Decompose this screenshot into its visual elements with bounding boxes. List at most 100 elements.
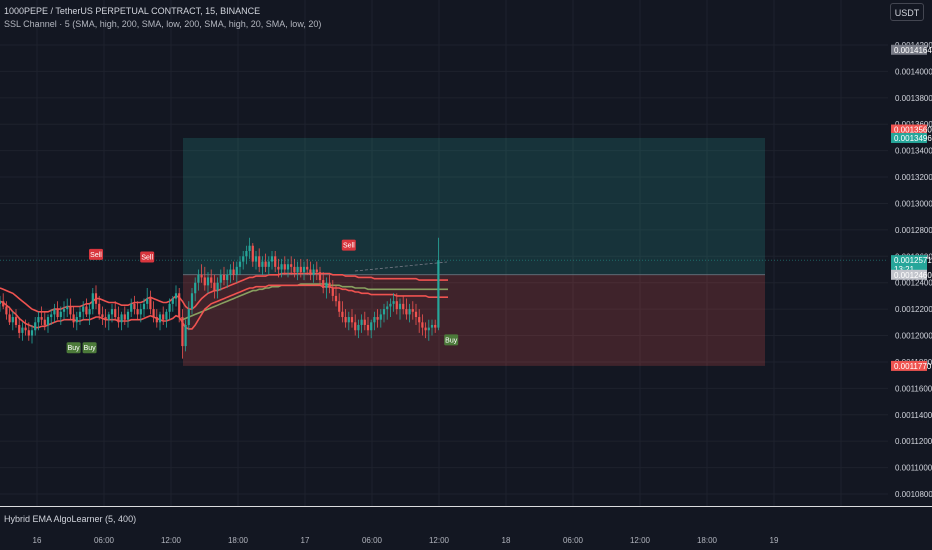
candle-body xyxy=(130,303,133,312)
candle-body xyxy=(107,314,110,320)
candle-body xyxy=(98,303,101,315)
candle-body xyxy=(133,303,136,310)
candle-body xyxy=(34,322,37,331)
candle-body xyxy=(139,309,142,315)
candle-body xyxy=(283,264,286,270)
candle-body xyxy=(88,309,91,315)
time-tick-label: 18 xyxy=(502,536,511,545)
price-tag-label: 0.0011770 xyxy=(894,362,932,371)
price-tick-label: 0.0012400 xyxy=(895,279,932,288)
candle-body xyxy=(299,266,302,273)
candle-body xyxy=(0,301,2,304)
candle-body xyxy=(235,266,238,275)
candle-body xyxy=(350,317,354,323)
candle-body xyxy=(312,269,315,275)
candle-body xyxy=(392,301,395,304)
candle-body xyxy=(206,277,210,286)
candle-body xyxy=(341,311,344,318)
candle-body xyxy=(376,317,379,320)
candle-body xyxy=(66,306,69,310)
candle-body xyxy=(286,264,290,270)
price-tick-label: 0.0013000 xyxy=(895,199,932,208)
time-tick-label: 17 xyxy=(301,536,310,545)
candle-body xyxy=(258,256,261,267)
candle-body xyxy=(357,324,360,331)
candle-body xyxy=(251,245,254,262)
currency-button[interactable]: USDT xyxy=(890,3,924,21)
candle-body xyxy=(434,324,437,328)
candle-body xyxy=(245,251,248,257)
candle-body xyxy=(155,317,158,323)
candle-body xyxy=(424,327,427,331)
price-tick-label: 0.0013800 xyxy=(895,94,932,103)
signal-label: Sell xyxy=(90,252,102,259)
candle-body xyxy=(82,306,85,312)
candle-body xyxy=(72,314,75,323)
position-tool[interactable] xyxy=(0,137,888,366)
candle-body xyxy=(174,293,178,299)
price-tag xyxy=(891,44,927,55)
candle-body xyxy=(40,317,43,320)
price-tick-label: 0.0013400 xyxy=(895,147,932,156)
candle-body xyxy=(149,298,152,310)
candle-body xyxy=(104,317,107,320)
candle-body xyxy=(293,266,296,273)
stop-zone xyxy=(183,274,765,366)
indicator-legend[interactable]: SSL Channel · 5 (SMA, high, 200, SMA, lo… xyxy=(4,19,322,29)
candle-body xyxy=(136,309,139,315)
candle-body xyxy=(200,274,203,278)
pane-separator[interactable] xyxy=(0,506,932,507)
candle-body xyxy=(254,256,258,262)
price-tick-label: 0.0012000 xyxy=(895,332,932,341)
candle-body xyxy=(62,309,66,312)
buy-signal xyxy=(444,334,459,346)
price-tick-label: 0.0014000 xyxy=(895,67,932,76)
candle-body xyxy=(360,319,363,325)
candle-body xyxy=(229,269,232,275)
sell-signal xyxy=(341,239,356,251)
candle-body xyxy=(43,319,46,325)
candle-body xyxy=(363,319,366,325)
projection-line xyxy=(354,261,448,272)
candle-body xyxy=(309,269,312,275)
candle-body xyxy=(110,309,114,315)
price-tag-label: 0.0014164 xyxy=(894,46,932,55)
sell-signal xyxy=(89,248,103,260)
candle-body xyxy=(142,303,146,310)
candle-body xyxy=(75,317,78,323)
signal-label: Buy xyxy=(445,337,458,344)
candles xyxy=(0,237,440,359)
time-tick-label: 18:00 xyxy=(697,536,718,545)
lower-pane-label[interactable]: Hybrid EMA AlgoLearner (5, 400) xyxy=(4,514,137,524)
candle-body xyxy=(126,311,130,320)
candle-body xyxy=(14,317,18,325)
price-tag xyxy=(891,132,927,143)
candle-body xyxy=(318,272,322,281)
ssl-fast-upper-line xyxy=(0,272,448,313)
candle-body xyxy=(11,317,14,323)
time-tick-label: 19 xyxy=(770,536,779,545)
candle-body xyxy=(5,306,8,315)
candle-body xyxy=(187,309,190,325)
price-tag-label: 0.0012571 xyxy=(894,256,932,265)
candle-body xyxy=(181,317,184,347)
candle-body xyxy=(437,260,440,328)
symbol-title[interactable]: 1000PEPE / TetherUS PERPETUAL CONTRACT, … xyxy=(4,6,261,16)
candle-body xyxy=(165,311,168,320)
price-tick-label: 0.0011200 xyxy=(895,437,932,446)
price-tag xyxy=(891,269,927,280)
candle-body xyxy=(162,314,165,320)
candle-body xyxy=(411,309,414,312)
candle-body xyxy=(325,282,328,288)
candle-body xyxy=(306,266,309,270)
candle-body xyxy=(395,301,398,310)
time-axis[interactable]: 16 06:00 12:00 18:00 17 06:00 12:00 18 06:00 12:0… xyxy=(33,536,779,545)
candle-body xyxy=(46,317,50,325)
price-tag-label: 0.0013496 xyxy=(894,134,932,143)
candle-body xyxy=(184,324,187,347)
candle-body xyxy=(418,317,421,323)
buy-signal xyxy=(82,342,97,354)
candle-body xyxy=(190,293,194,310)
